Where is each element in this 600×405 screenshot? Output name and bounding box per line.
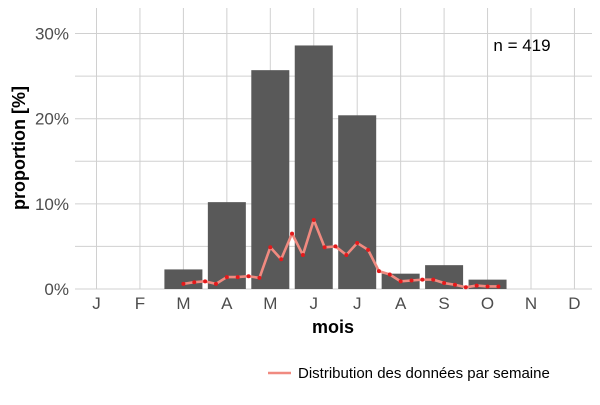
weekly-points — [181, 218, 501, 290]
weekly-point — [268, 245, 273, 250]
weekly-point — [398, 279, 403, 284]
y-tick-label: 10% — [35, 195, 69, 214]
weekly-point — [290, 231, 295, 236]
x-tick-label: S — [438, 294, 449, 313]
weekly-point — [257, 275, 262, 280]
weekly-point — [322, 245, 327, 250]
x-axis-title: mois — [312, 317, 354, 337]
weekly-point — [496, 284, 501, 289]
weekly-point — [235, 275, 240, 280]
bar-4 — [207, 202, 246, 289]
y-axis-title: proportion [%] — [9, 86, 29, 210]
weekly-point — [387, 272, 392, 277]
weekly-point — [485, 284, 490, 289]
weekly-point — [452, 282, 457, 287]
weekly-point — [181, 281, 186, 286]
weekly-point — [192, 280, 197, 285]
y-tick-labels: 0% 10% 20% 30% — [35, 25, 69, 299]
weekly-point — [279, 257, 284, 262]
x-tick-label: M — [176, 294, 190, 313]
bar-9 — [425, 265, 464, 289]
weekly-point — [344, 252, 349, 257]
weekly-point — [311, 218, 316, 223]
y-tick-label: 0% — [44, 280, 69, 299]
weekly-point — [224, 275, 229, 280]
y-tick-label: 20% — [35, 110, 69, 129]
weekly-point — [333, 244, 338, 249]
x-tick-label: M — [263, 294, 277, 313]
weekly-point — [409, 278, 414, 283]
y-tick-label: 30% — [35, 25, 69, 44]
x-tick-label: D — [568, 294, 580, 313]
bar-7 — [338, 115, 377, 289]
bars — [164, 45, 507, 289]
x-tick-label: O — [481, 294, 494, 313]
annotation-n: n = 419 — [493, 36, 550, 55]
weekly-point — [213, 281, 218, 286]
weekly-point — [420, 277, 425, 282]
legend-label: Distribution des données par semaine — [298, 365, 550, 382]
bar-10 — [468, 279, 507, 289]
x-tick-label: A — [395, 294, 407, 313]
x-tick-label: J — [353, 294, 362, 313]
x-tick-label: N — [525, 294, 537, 313]
weekly-point — [463, 285, 468, 290]
weekly-point — [203, 279, 208, 284]
weekly-point — [431, 277, 436, 282]
weekly-point — [474, 283, 479, 288]
weekly-point — [366, 247, 371, 252]
weekly-point — [376, 269, 381, 274]
x-tick-label: A — [221, 294, 233, 313]
weekly-point — [442, 281, 447, 286]
weekly-point — [300, 252, 305, 257]
x-tick-label: J — [310, 294, 319, 313]
bar-3 — [164, 269, 203, 289]
weekly-point — [355, 241, 360, 246]
weekly-point — [246, 274, 251, 279]
x-tick-label: J — [92, 294, 101, 313]
legend: Distribution des données par semaine — [268, 365, 550, 382]
x-tick-label: F — [135, 294, 145, 313]
